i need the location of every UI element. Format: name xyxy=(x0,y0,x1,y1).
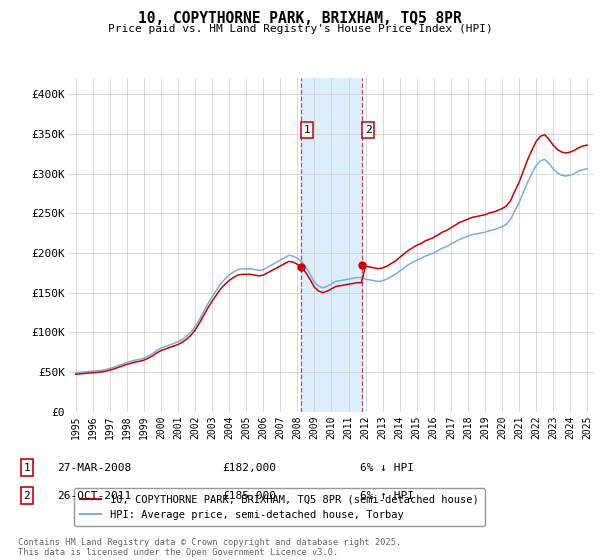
Text: 10, COPYTHORNE PARK, BRIXHAM, TQ5 8PR: 10, COPYTHORNE PARK, BRIXHAM, TQ5 8PR xyxy=(138,11,462,26)
Text: £185,000: £185,000 xyxy=(222,491,276,501)
Text: £182,000: £182,000 xyxy=(222,463,276,473)
Legend: 10, COPYTHORNE PARK, BRIXHAM, TQ5 8PR (semi-detached house), HPI: Average price,: 10, COPYTHORNE PARK, BRIXHAM, TQ5 8PR (s… xyxy=(74,488,485,526)
Text: 1: 1 xyxy=(23,463,31,473)
Text: 26-OCT-2011: 26-OCT-2011 xyxy=(57,491,131,501)
Text: 1: 1 xyxy=(304,125,311,135)
Text: 2: 2 xyxy=(23,491,31,501)
Text: Price paid vs. HM Land Registry's House Price Index (HPI): Price paid vs. HM Land Registry's House … xyxy=(107,24,493,34)
Text: 6% ↓ HPI: 6% ↓ HPI xyxy=(360,463,414,473)
Text: 2: 2 xyxy=(365,125,371,135)
Text: 27-MAR-2008: 27-MAR-2008 xyxy=(57,463,131,473)
Text: Contains HM Land Registry data © Crown copyright and database right 2025.
This d: Contains HM Land Registry data © Crown c… xyxy=(18,538,401,557)
Bar xyxy=(301,78,362,412)
Text: 6% ↑ HPI: 6% ↑ HPI xyxy=(360,491,414,501)
